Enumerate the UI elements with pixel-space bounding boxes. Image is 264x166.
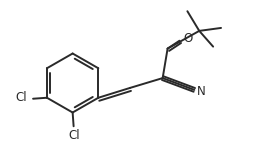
Text: Cl: Cl <box>69 129 81 142</box>
Text: N: N <box>197 85 206 98</box>
Text: O: O <box>183 32 193 45</box>
Text: Cl: Cl <box>16 91 27 104</box>
